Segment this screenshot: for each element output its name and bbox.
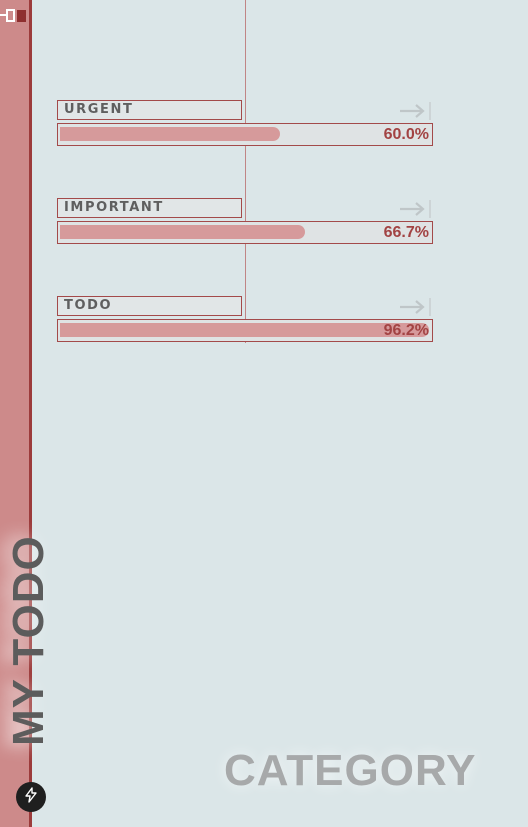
category-todo[interactable]: TODO 96.2% [57, 296, 433, 342]
progress-bar: 96.2% [57, 319, 433, 342]
category-label: TODO [57, 296, 242, 316]
category-urgent[interactable]: URGENT 60.0% [57, 100, 433, 146]
progress-bar: 60.0% [57, 123, 433, 146]
corner-icon[interactable] [0, 9, 27, 23]
sidebar: MY TODO [0, 0, 53, 827]
arrow-right-icon[interactable] [399, 296, 433, 316]
category-label: URGENT [57, 100, 242, 120]
guide-line [245, 0, 246, 343]
progress-bar: 66.7% [57, 221, 433, 244]
app-title: MY TODO [4, 535, 53, 746]
progress-value: 96.2% [383, 322, 429, 339]
progress-value: 66.7% [383, 224, 429, 241]
arrow-right-icon[interactable] [399, 198, 433, 218]
category-important[interactable]: IMPORTANT 66.7% [57, 198, 433, 244]
bolt-icon [23, 786, 39, 808]
bolt-button[interactable] [16, 782, 46, 812]
arrow-right-icon[interactable] [399, 100, 433, 120]
page-title: CATEGORY [224, 746, 477, 795]
category-label: IMPORTANT [57, 198, 242, 218]
progress-fill [60, 225, 305, 239]
progress-fill [60, 127, 280, 141]
progress-value: 60.0% [383, 126, 429, 143]
progress-fill [60, 323, 429, 337]
